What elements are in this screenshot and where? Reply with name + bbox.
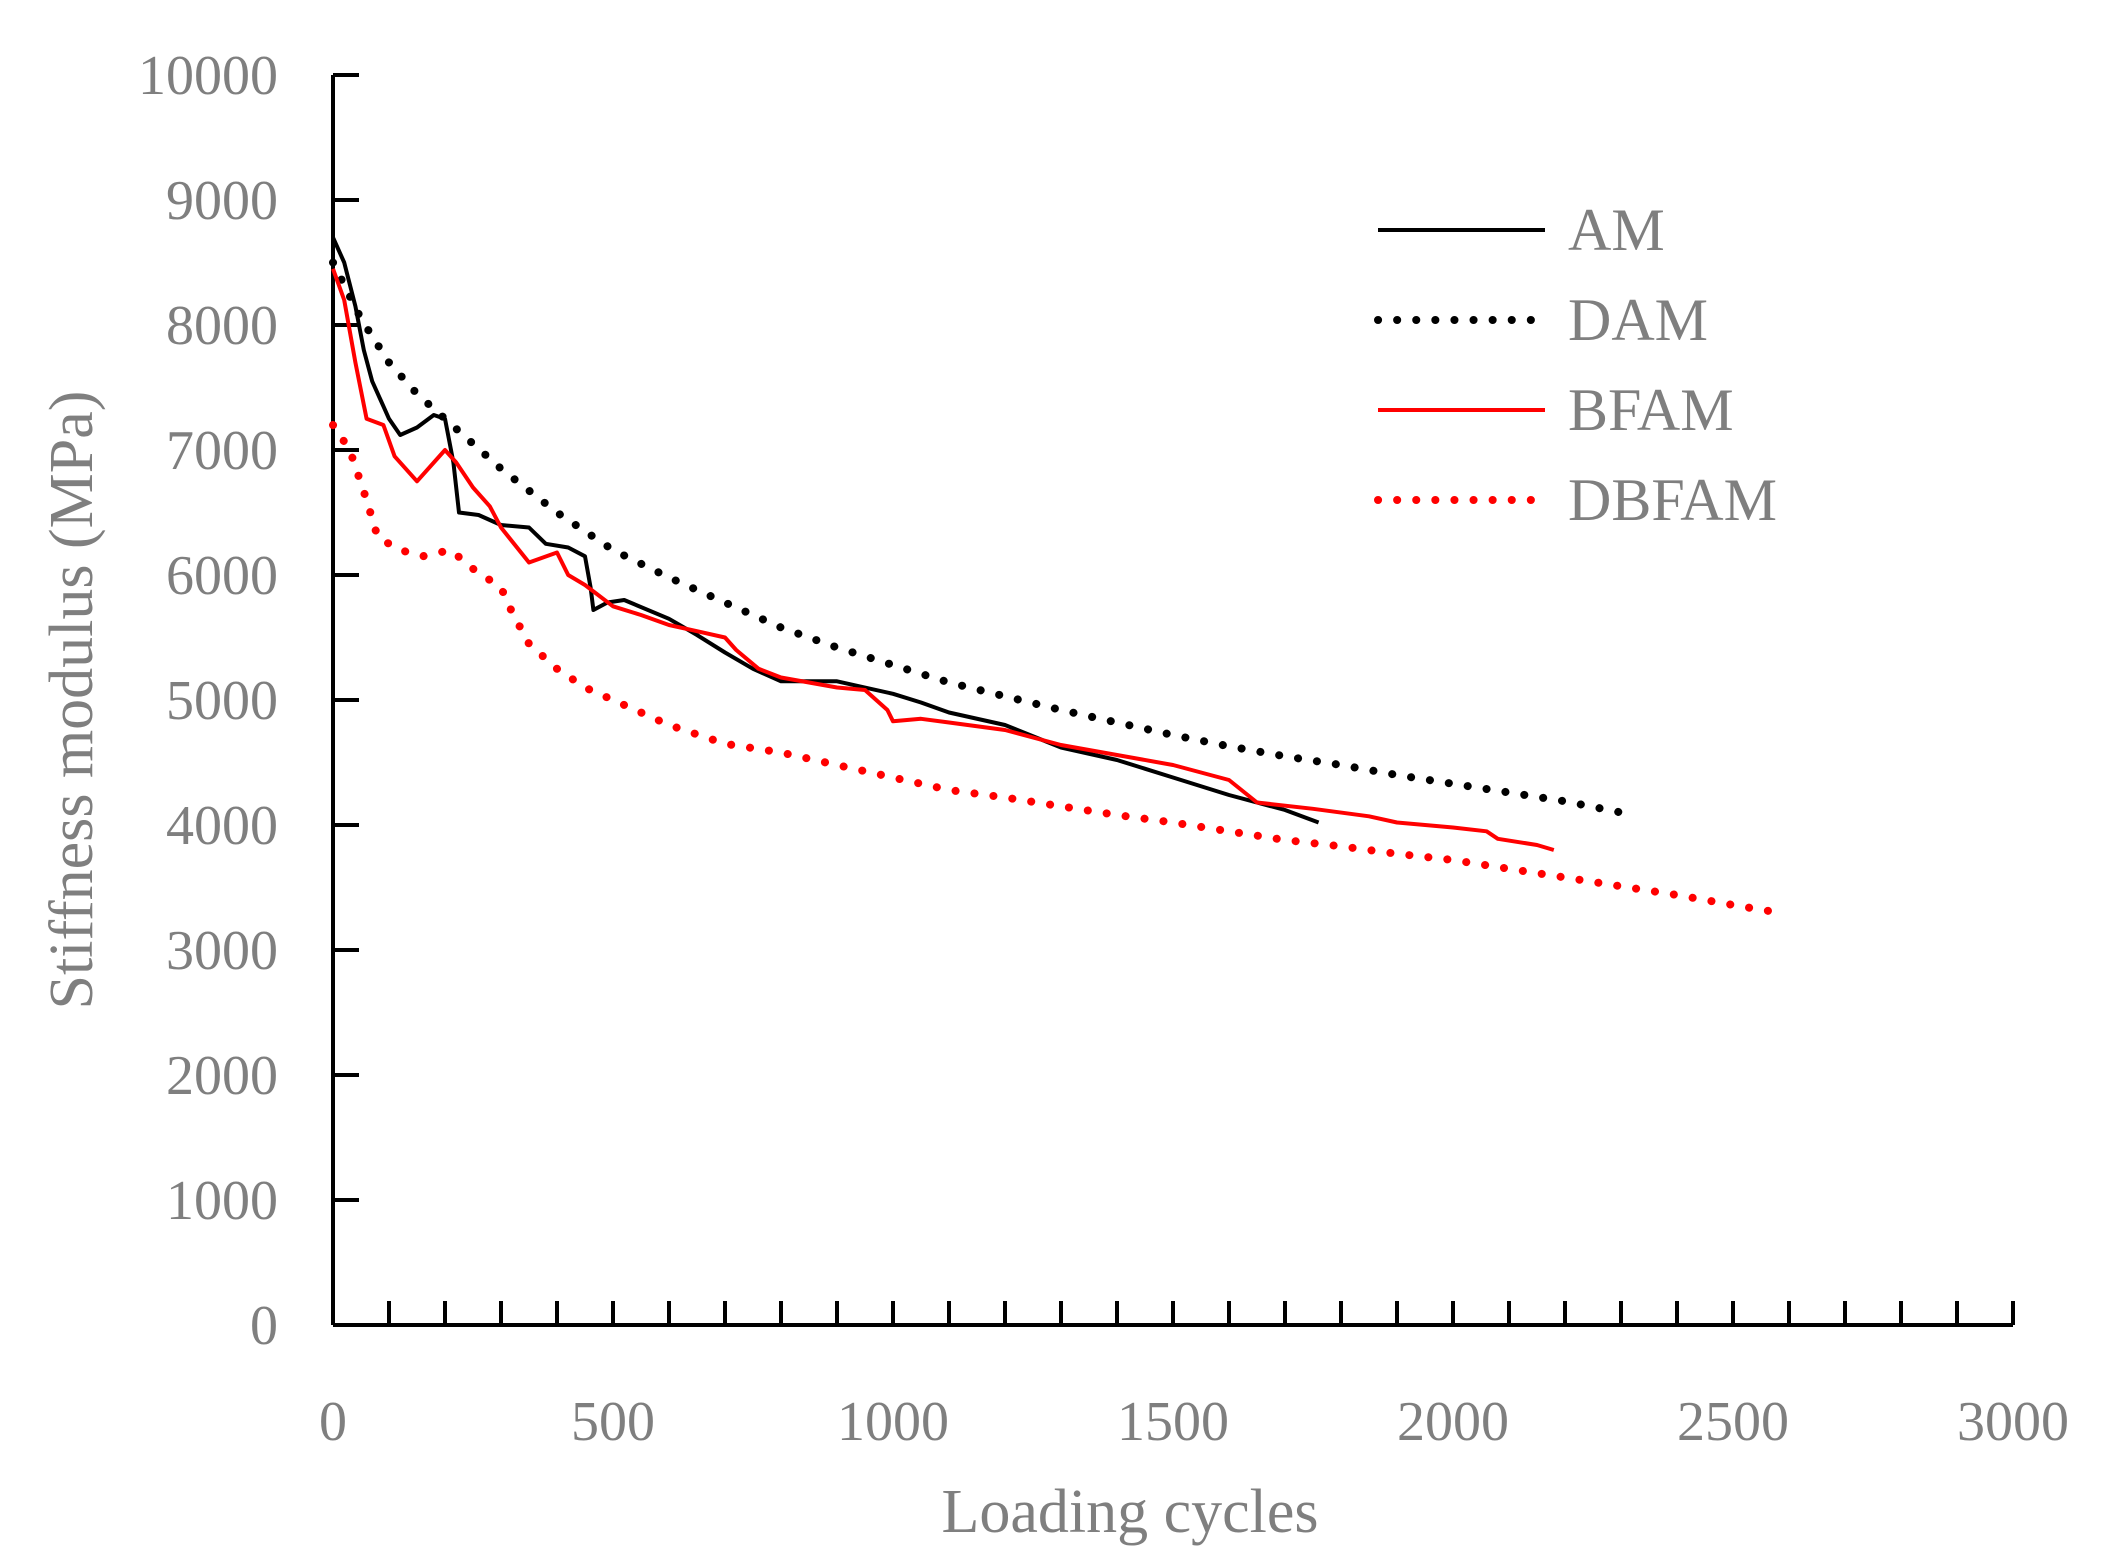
legend-label-dam: DAM (1568, 287, 1708, 353)
x-tick-label: 3000 (1957, 1391, 2069, 1453)
legend-label-bfam: BFAM (1568, 377, 1734, 443)
x-tick-label: 2000 (1397, 1391, 1509, 1453)
legend-item-dbfam: DBFAM (1374, 467, 1777, 533)
legend-item-am: AM (1378, 197, 1665, 263)
legend-item-dam: DAM (1374, 287, 1708, 353)
x-tick-label: 2500 (1677, 1391, 1789, 1453)
x-tick-labels: 0 500 1000 1500 2000 2500 3000 (319, 1391, 2069, 1453)
x-tick-label: 500 (571, 1391, 655, 1453)
y-tick-label: 6000 (166, 545, 278, 607)
legend-label-am: AM (1568, 197, 1665, 263)
y-tick-label: 8000 (166, 295, 278, 357)
x-tick-label: 0 (319, 1391, 347, 1453)
x-axis-title: Loading cycles (941, 1478, 1318, 1546)
series-line-bfam (331, 268, 1555, 852)
y-tick-label: 5000 (166, 670, 278, 732)
axes (331, 73, 2015, 1327)
y-tick-label: 1000 (166, 1170, 278, 1232)
series-dam (329, 258, 1625, 817)
series-bfam (331, 268, 1555, 852)
x-tick-label: 1500 (1117, 1391, 1229, 1453)
legend-label-dbfam: DBFAM (1568, 467, 1777, 533)
y-axis-title: Stiffness modulus (MPa) (38, 391, 106, 1010)
y-tick-label: 0 (250, 1295, 278, 1357)
series-am (331, 236, 1320, 825)
legend-item-bfam: BFAM (1378, 377, 1734, 443)
series-group (329, 236, 1782, 917)
y-tick-label: 9000 (166, 170, 278, 232)
y-tick-label: 7000 (166, 420, 278, 482)
series-line-dbfam (329, 421, 1782, 917)
y-tick-label: 4000 (166, 795, 278, 857)
y-tick-label: 10000 (138, 45, 278, 107)
series-dbfam (329, 421, 1782, 917)
y-tick-label: 2000 (166, 1045, 278, 1107)
y-tick-labels: 0 1000 2000 3000 4000 5000 6000 7000 8000 9000 100… (138, 45, 278, 1357)
y-tick-label: 3000 (166, 920, 278, 982)
legend: AM DAM BFAM DBFAM (1374, 197, 1777, 533)
series-line-am (331, 236, 1320, 825)
x-tick-label: 1000 (837, 1391, 949, 1453)
series-line-dam (329, 258, 1625, 817)
